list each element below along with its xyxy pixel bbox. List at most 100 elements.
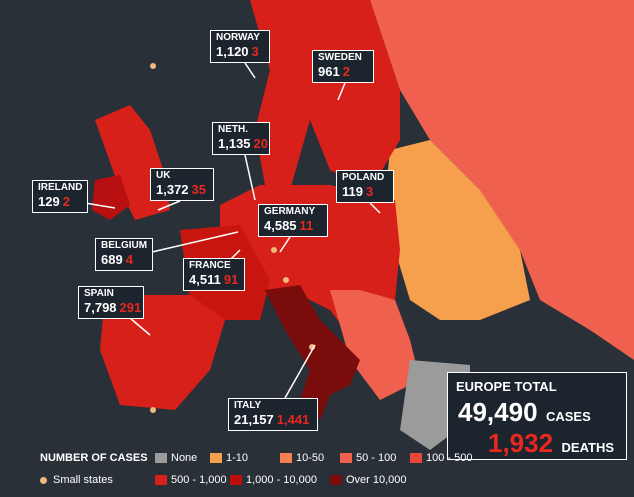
- callout-deaths: 1,441: [276, 411, 310, 427]
- total-cases: 49,490: [458, 397, 538, 427]
- callout: SPAIN 7,798 291: [78, 286, 144, 320]
- legend-small-states: Small states: [40, 474, 113, 486]
- small-state: [283, 277, 289, 283]
- scandinavia: [250, 0, 400, 190]
- legend-swatch: [155, 475, 167, 485]
- legend-label: None: [171, 452, 198, 464]
- legend-swatch: [410, 453, 422, 463]
- legend-item: 1,000 - 10,000: [230, 474, 317, 486]
- pointer: [157, 200, 181, 211]
- callout-cases: 119: [342, 183, 363, 199]
- legend-label: 100 - 500: [426, 452, 473, 464]
- small-states-dot: [40, 476, 47, 484]
- legend-swatch: [155, 453, 167, 463]
- legend-item: 50 - 100: [340, 452, 396, 464]
- callout-cases: 961: [318, 63, 340, 79]
- total-deaths-row: 1,932 DEATHS: [488, 428, 614, 459]
- callout-deaths: 20: [253, 135, 269, 151]
- callout-name: NORWAY: [216, 32, 260, 43]
- pointer: [284, 344, 316, 399]
- legend-item: 100 - 500: [410, 452, 472, 464]
- callout-name: FRANCE: [189, 260, 231, 271]
- small-state: [150, 407, 156, 413]
- pointer: [151, 231, 239, 253]
- total-deaths-label: DEATHS: [561, 440, 615, 455]
- pointer: [244, 62, 256, 79]
- balkans: [330, 290, 420, 400]
- callout-name: SPAIN: [84, 288, 114, 299]
- legend-title: NUMBER OF CASES: [40, 452, 148, 464]
- ukraine-belarus: [385, 140, 530, 320]
- legend: NUMBER OF CASES Small states None 1-10 10-…: [40, 450, 600, 494]
- iberia: [100, 295, 225, 410]
- ireland: [92, 175, 130, 220]
- legend-item: 1-10: [210, 452, 248, 464]
- total-deaths: 1,932: [488, 428, 554, 458]
- callout: ITALY 21,157 1,441: [228, 398, 318, 432]
- callout: NORWAY 1,120 3: [210, 30, 270, 64]
- callout-cases: 4,585: [264, 217, 297, 233]
- legend-item: None: [155, 452, 197, 464]
- callout-cases: 689: [101, 251, 123, 267]
- callout-deaths: 35: [191, 181, 207, 197]
- callout-deaths: 3: [251, 43, 259, 59]
- callout: GERMANY 4,585 11: [258, 204, 328, 238]
- callout-deaths: 3: [365, 183, 374, 199]
- callout-cases: 21,157: [234, 411, 274, 427]
- callout: IRELAND 129 2: [32, 180, 88, 214]
- legend-swatch: [210, 453, 222, 463]
- legend-swatch: [340, 453, 352, 463]
- callout: POLAND 119 3: [336, 170, 394, 204]
- callout-cases: 129: [38, 193, 60, 209]
- callout: UK 1,372 35: [150, 168, 214, 202]
- callout-cases: 1,135: [218, 135, 251, 151]
- small-states-label: Small states: [53, 474, 113, 486]
- callout-deaths: 11: [299, 217, 314, 233]
- russia: [370, 0, 634, 360]
- legend-label: 500 - 1,000: [171, 474, 227, 486]
- callout-deaths: 91: [223, 271, 239, 287]
- pointer: [129, 317, 151, 336]
- callout-cases: 4,511: [189, 271, 221, 287]
- small-state: [271, 247, 277, 253]
- total-cases-label: CASES: [545, 409, 591, 424]
- total-cases-row: 49,490 CASES: [458, 397, 591, 428]
- total-title: EUROPE TOTAL: [456, 379, 557, 394]
- pointer: [244, 154, 256, 201]
- callout-deaths: 4: [125, 251, 133, 267]
- pointers: [84, 62, 381, 399]
- legend-item: Over 10,000: [330, 474, 407, 486]
- callout-name: SWEDEN: [318, 52, 362, 63]
- legend-swatch: [230, 475, 242, 485]
- callout-name: IRELAND: [38, 182, 83, 193]
- black-sea: [420, 320, 530, 360]
- legend-item: 10-50: [280, 452, 324, 464]
- legend-label: 10-50: [296, 452, 325, 464]
- pointer: [369, 202, 381, 214]
- callout: FRANCE 4,511 91: [183, 258, 245, 292]
- pointer: [84, 202, 116, 209]
- legend-swatch: [330, 475, 342, 485]
- callout-name: NETH.: [218, 124, 248, 135]
- pointer: [337, 82, 346, 101]
- callout-deaths: 2: [342, 63, 350, 79]
- total-box: EUROPE TOTAL 49,490 CASES 1,932 DEATHS: [447, 372, 627, 460]
- callout-name: GERMANY: [264, 206, 316, 217]
- legend-label: 1,000 - 10,000: [246, 474, 317, 486]
- callout: NETH. 1,135 20: [212, 122, 270, 156]
- legend-item: 500 - 1,000: [155, 474, 227, 486]
- callout-cases: 7,798: [84, 299, 117, 315]
- callout: BELGIUM 689 4: [95, 238, 153, 272]
- callout-name: ITALY: [234, 400, 262, 411]
- callout: SWEDEN 961 2: [312, 50, 374, 84]
- pointer: [279, 236, 291, 253]
- callout-name: UK: [156, 170, 171, 181]
- callout-deaths: 291: [119, 299, 142, 315]
- legend-swatch: [280, 453, 292, 463]
- callout-name: BELGIUM: [101, 240, 148, 251]
- italy: [265, 285, 360, 420]
- small-state: [150, 63, 156, 69]
- callout-cases: 1,120: [216, 43, 249, 59]
- legend-label: Over 10,000: [346, 474, 407, 486]
